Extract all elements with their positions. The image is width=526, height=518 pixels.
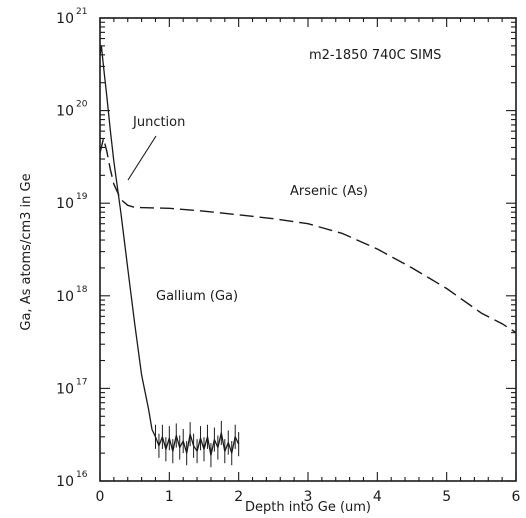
y-tick-exponent: 20 xyxy=(76,100,88,110)
y-tick-label: 10 xyxy=(56,289,74,305)
x-tick-label: 2 xyxy=(234,489,243,505)
plot-frame xyxy=(99,17,517,482)
arsenic-label: Arsenic (As) xyxy=(290,184,368,199)
y-tick-label: 10 xyxy=(56,474,74,490)
y-tick-label: 10 xyxy=(56,11,74,27)
x-tick-label: 1 xyxy=(165,489,174,505)
y-tick-exponent: 18 xyxy=(76,285,88,295)
junction-pointer xyxy=(127,135,157,181)
axis-ticks xyxy=(99,17,517,482)
sample-label: m2-1850 740C SIMS xyxy=(309,48,441,63)
y-tick-exponent: 16 xyxy=(76,470,88,480)
y-tick-label: 10 xyxy=(56,104,74,120)
data-series xyxy=(99,45,517,468)
y-axis-label: Ga, As atoms/cm3 in Ge xyxy=(19,173,34,330)
x-tick-label: 0 xyxy=(96,489,105,505)
y-tick-exponent: 19 xyxy=(76,192,88,202)
x-tick-label: 6 xyxy=(512,489,521,505)
y-tick-label: 10 xyxy=(56,381,74,397)
gallium-series-line xyxy=(99,45,240,456)
x-tick-label: 3 xyxy=(304,489,313,505)
junction-label: Junction xyxy=(132,115,185,130)
x-axis-label: Depth into Ge (um) xyxy=(245,500,371,515)
x-tick-label: 5 xyxy=(442,489,451,505)
y-tick-exponent: 17 xyxy=(76,377,87,387)
gallium-label: Gallium (Ga) xyxy=(156,289,238,304)
x-tick-label: 4 xyxy=(373,489,382,505)
arsenic-series-line xyxy=(99,137,517,334)
y-tick-exponent: 21 xyxy=(76,7,87,17)
y-tick-label: 10 xyxy=(56,196,74,212)
